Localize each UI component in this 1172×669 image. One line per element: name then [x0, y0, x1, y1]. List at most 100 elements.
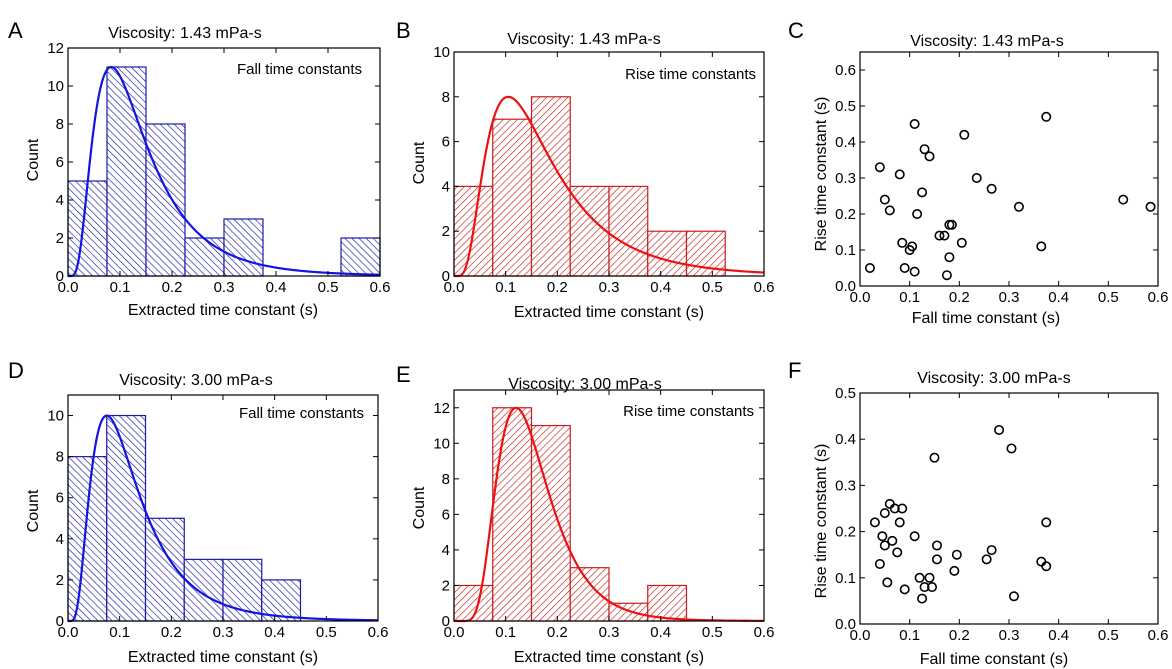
x-tick-label: 0.2 [949, 627, 970, 644]
x-tick-label: 0.6 [1148, 289, 1169, 306]
x-tick-label: 0.4 [650, 279, 671, 296]
scatter-point [874, 162, 885, 173]
y-tick-label: 0 [56, 268, 64, 285]
panel-letter: D [8, 358, 24, 383]
y-tick-label: 0.0 [835, 616, 856, 633]
scatter-point [956, 237, 967, 248]
scatter-point [959, 129, 970, 140]
histogram-bar [106, 414, 147, 622]
scatter-point [894, 517, 905, 528]
histogram-bar [144, 517, 185, 622]
x-tick-label: 0.6 [1148, 627, 1169, 644]
histogram-bar [106, 66, 147, 277]
x-tick-label: 0.2 [949, 289, 970, 306]
scatter-point [994, 424, 1005, 435]
y-tick-label: 12 [433, 400, 450, 417]
y-tick-label: 8 [56, 449, 64, 466]
panel-b: B Viscosity: 1.43 mPa-s Rise time consta… [396, 18, 774, 321]
y-tick-label: 4 [442, 178, 450, 195]
scatter-point [889, 503, 900, 514]
scatter-point [924, 572, 935, 583]
y-axis-label: Count [25, 489, 42, 532]
plot-area: 0.0 0.1 0.2 0.3 0.4 0.5 0.6 0 2 4 6 8 10 12 [47, 40, 390, 296]
x-tick-label: 0.5 [316, 624, 337, 641]
scatter-point [919, 582, 930, 593]
histogram-bar [569, 567, 610, 622]
y-tick-label: 0.4 [835, 431, 856, 448]
x-tick-label: 0.0 [444, 279, 465, 296]
panel-title: Viscosity: 3.00 mPa-s [508, 376, 662, 393]
scatter-point [882, 577, 893, 588]
scatter-point [919, 144, 930, 155]
scatter-point [884, 205, 895, 216]
x-tick-label: 0.4 [1048, 627, 1069, 644]
y-tick-label: 0.1 [835, 570, 856, 587]
scatter-point [899, 584, 910, 595]
y-tick-label: 10 [47, 78, 64, 95]
scatter-point [1036, 556, 1047, 567]
x-tick-label: 0.5 [1098, 627, 1119, 644]
y-tick-label: 10 [433, 435, 450, 452]
y-tick-label: 0.5 [835, 385, 856, 402]
scatter-point [929, 452, 940, 463]
scatter-point [912, 209, 923, 220]
scatter-point [941, 270, 952, 281]
y-tick-label: 0.1 [835, 242, 856, 259]
panel-title: Viscosity: 3.00 mPa-s [917, 370, 1071, 387]
scatter-point [1041, 111, 1052, 122]
scatter-point [934, 230, 945, 241]
y-axis-label: Rise time constant (s) [813, 97, 830, 252]
scatter-point [909, 266, 920, 277]
scatter-point [1041, 517, 1052, 528]
histogram-bar [492, 407, 533, 622]
plot-area: 0.0 0.1 0.2 0.3 0.4 0.5 0.6 0 2 4 6 8 10 [433, 44, 774, 296]
scatter-point [907, 241, 918, 252]
panel-c: C Viscosity: 1.43 mPa-s Fall time consta… [788, 18, 1168, 327]
x-tick-label: 0.3 [213, 624, 234, 641]
x-tick-label: 0.1 [110, 279, 131, 296]
scatter-point [914, 572, 925, 583]
x-tick-label: 0.5 [702, 279, 723, 296]
scatter-point [877, 531, 888, 542]
x-tick-label: 0.0 [58, 279, 79, 296]
y-tick-label: 0.4 [835, 134, 856, 151]
y-tick-label: 2 [442, 577, 450, 594]
histogram-bar [184, 237, 225, 277]
plot-area: 0.0 0.1 0.2 0.3 0.4 0.5 0.6 0.0 0.1 0.2 0.3 0.4 0.5 0… [835, 51, 1169, 306]
axes-frame [859, 51, 1159, 287]
y-tick-label: 8 [442, 89, 450, 106]
plot-area: 0.0 0.1 0.2 0.3 0.4 0.5 0.6 0 2 4 6 8 10 [47, 394, 389, 641]
x-axis-label: Extracted time constant (s) [128, 302, 318, 319]
scatter-point [892, 547, 903, 558]
scatter-point [1118, 194, 1129, 205]
x-tick-label: 0.6 [368, 624, 389, 641]
scatter-point [864, 262, 875, 273]
x-axis-label: Extracted time constant (s) [514, 649, 704, 666]
scatter-point [887, 535, 898, 546]
scatter-point [1013, 201, 1024, 212]
histogram-bar [647, 584, 688, 622]
x-tick-label: 0.0 [444, 624, 465, 641]
histogram-bar [647, 230, 688, 277]
y-tick-label: 4 [442, 542, 450, 559]
panel-title: Viscosity: 1.43 mPa-s [507, 31, 661, 48]
scatter-point [899, 262, 910, 273]
histogram-bar [67, 180, 108, 277]
y-tick-label: 0 [442, 268, 450, 285]
scatter-point [931, 554, 942, 565]
x-tick-label: 0.0 [850, 627, 871, 644]
histogram-bar [183, 558, 224, 622]
x-tick-label: 0.6 [754, 279, 775, 296]
scatter-point [917, 187, 928, 198]
scatter-point [1008, 591, 1019, 602]
y-tick-label: 6 [56, 490, 64, 507]
y-tick-label: 2 [56, 572, 64, 589]
y-tick-label: 0 [56, 613, 64, 630]
plot-area: 0.0 0.1 0.2 0.3 0.4 0.5 0.6 0 2 4 6 8 10 12 [433, 389, 774, 641]
fit-curve [454, 95, 765, 278]
y-tick-label: 6 [56, 154, 64, 171]
x-tick-label: 0.1 [899, 627, 920, 644]
panel-letter: F [788, 358, 801, 383]
scatter-point [946, 219, 957, 230]
panel-title: Viscosity: 1.43 mPa-s [910, 33, 1064, 50]
